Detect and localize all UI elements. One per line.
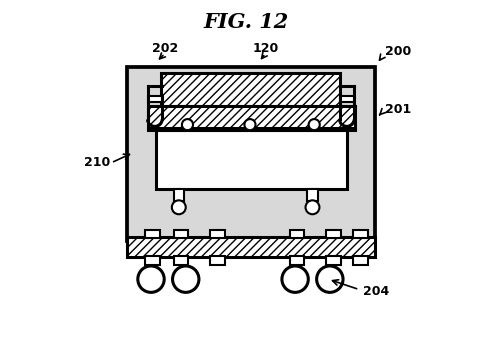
Circle shape [317,266,343,292]
Bar [161,72,340,106]
Text: FIG. 12: FIG. 12 [204,12,289,32]
Circle shape [306,200,319,214]
Text: 120: 120 [252,42,279,55]
Bar [353,256,368,265]
Bar [326,256,341,265]
Bar [174,189,184,201]
Bar [290,230,305,238]
Bar [145,256,160,265]
Circle shape [172,200,186,214]
Bar [307,189,317,201]
Text: 210: 210 [84,156,110,169]
Bar [174,230,188,238]
Bar [127,67,375,241]
Bar [210,230,225,238]
Bar [340,96,354,102]
Bar [147,106,355,128]
Circle shape [173,266,199,292]
Circle shape [245,119,255,130]
Text: 204: 204 [363,285,389,298]
Text: 201: 201 [386,103,412,116]
Circle shape [138,266,164,292]
Text: 200: 200 [386,45,412,58]
Circle shape [182,119,193,130]
Bar [326,230,341,238]
Bar [145,230,160,238]
Text: 202: 202 [152,42,178,55]
Bar [155,130,347,189]
Bar [353,230,368,238]
Bar [147,96,163,102]
Bar [127,238,375,257]
Circle shape [309,119,320,130]
Bar [174,256,188,265]
Bar [210,256,225,265]
Circle shape [282,266,308,292]
Bar [290,256,305,265]
